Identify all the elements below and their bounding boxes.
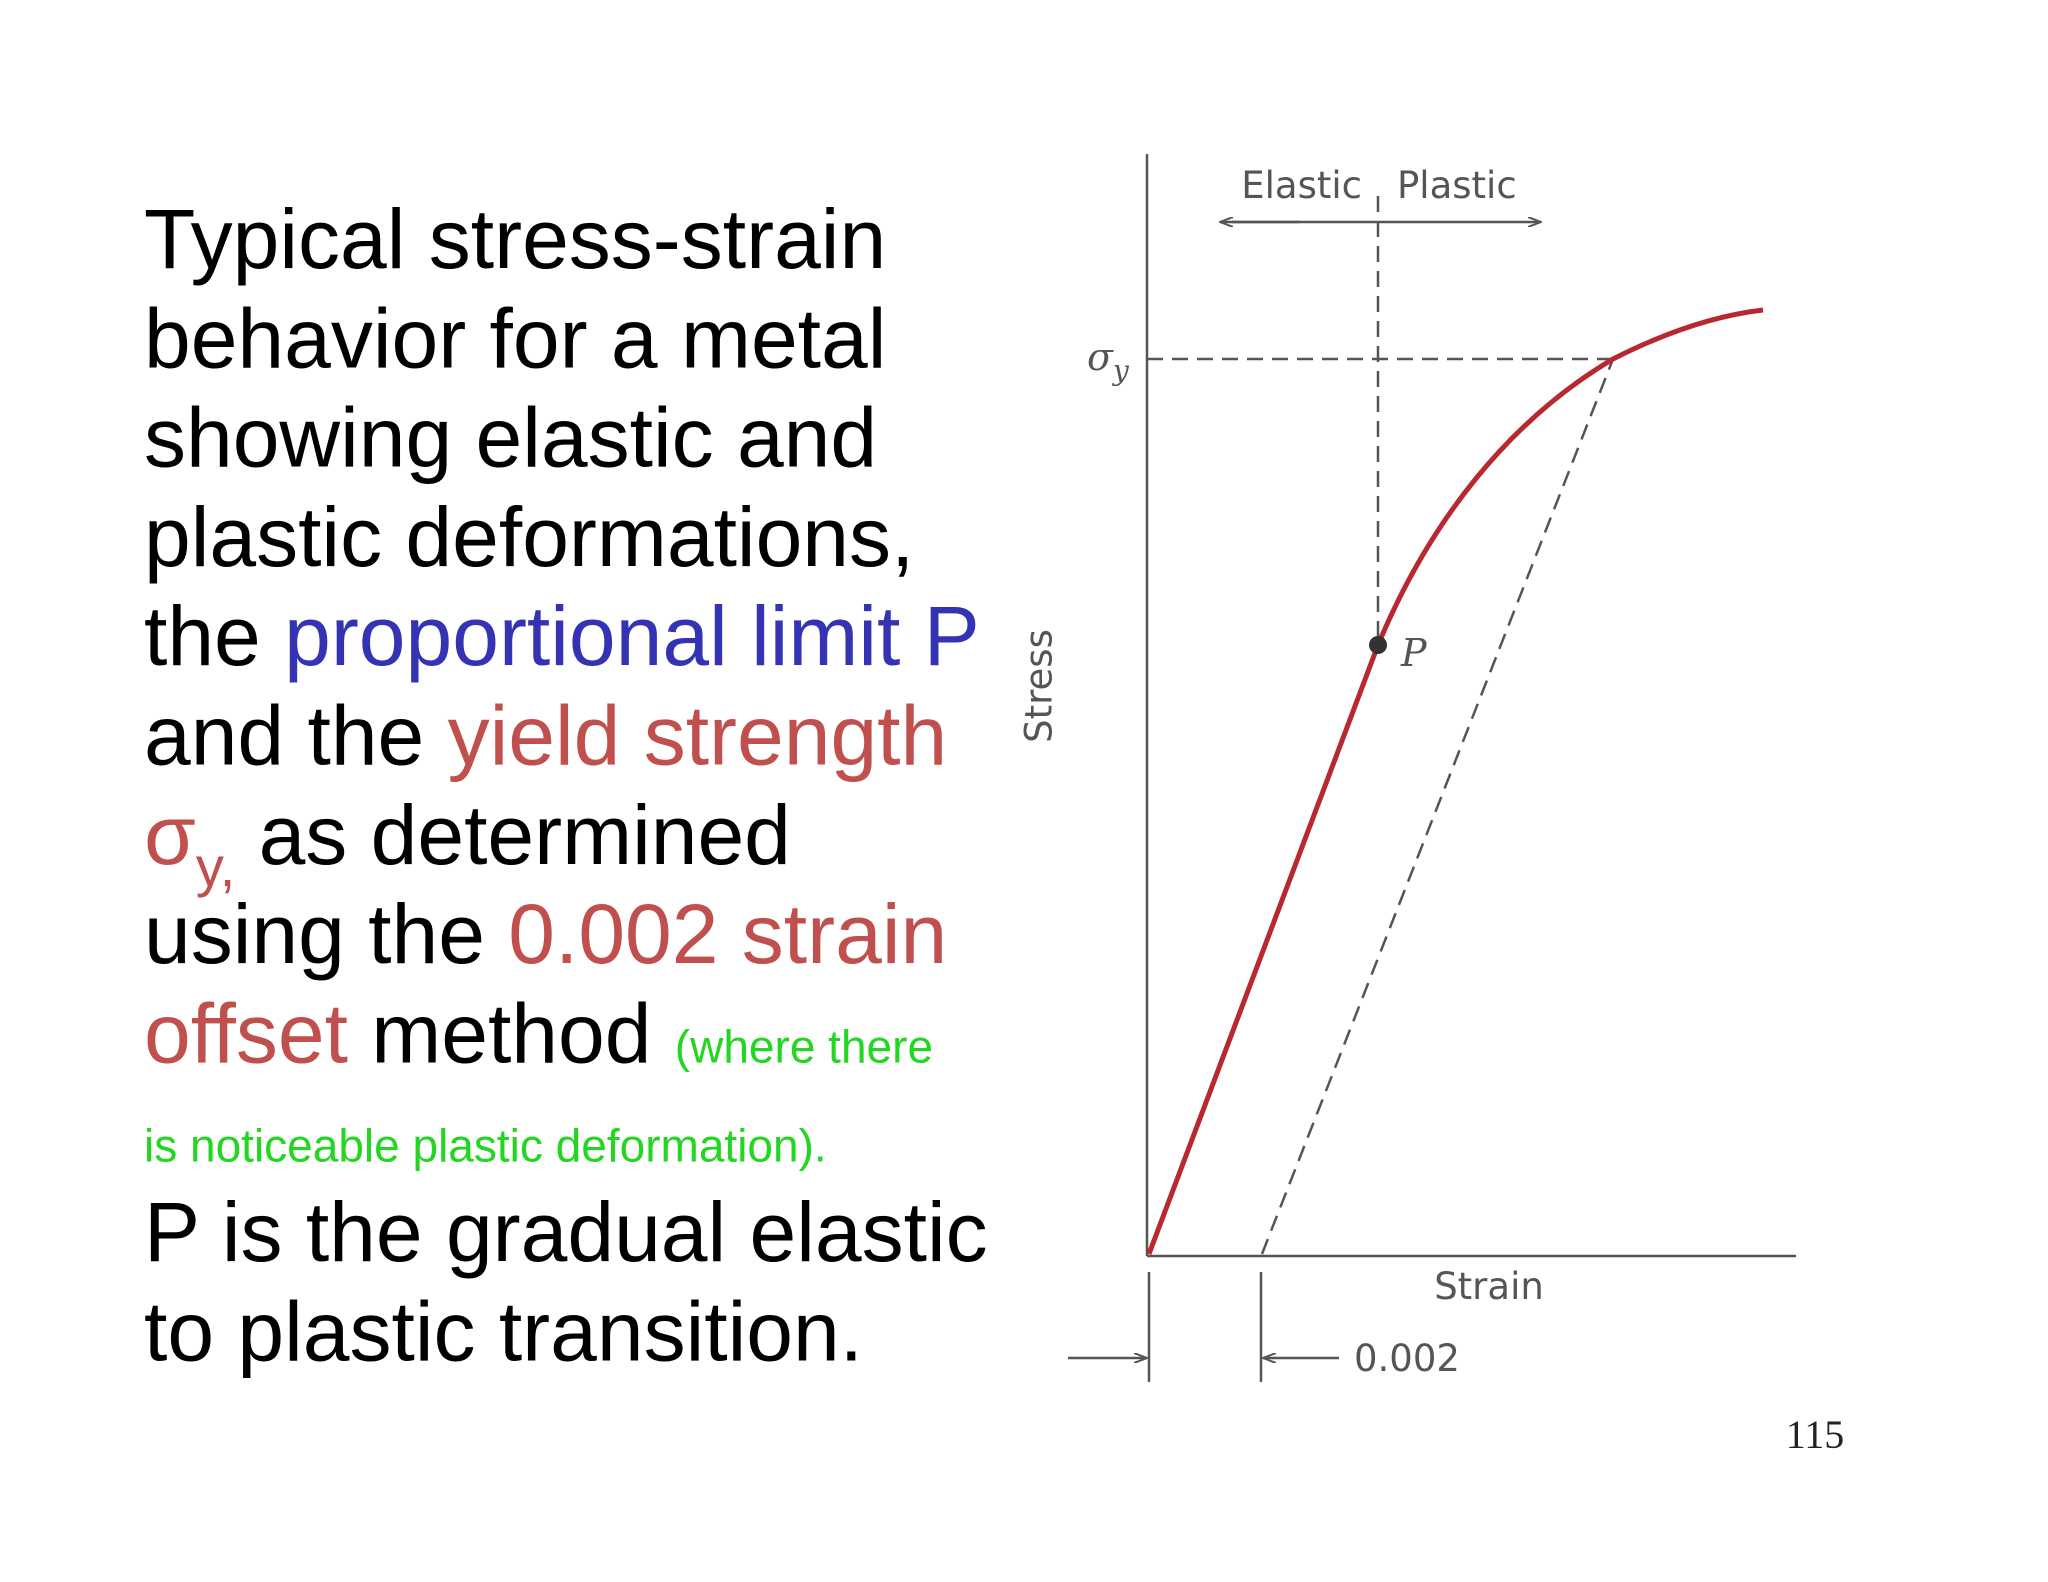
text-run: y, (196, 835, 235, 898)
text-line: using the 0.002 strain (144, 887, 947, 981)
offset-label: 0.002 (1354, 1337, 1460, 1380)
text-line: σy, as determined (144, 788, 791, 898)
text-line: the proportional limit P (144, 589, 980, 683)
text-line: behavior for a metal (144, 291, 886, 385)
proportional-point (1369, 636, 1387, 654)
text-run: P is the gradual elastic (144, 1185, 988, 1279)
text-run: proportional limit P (284, 589, 980, 683)
text-line: plastic deformations, (144, 490, 914, 584)
text-run: σ (144, 788, 196, 882)
text-line: offset method (where there (144, 986, 933, 1080)
text-run: to plastic transition. (144, 1284, 863, 1378)
page-number: 115 (1786, 1412, 1845, 1457)
text-line: P is the gradual elastic (144, 1185, 988, 1279)
text-run: method (348, 986, 675, 1080)
text-run: 0.002 strain (508, 887, 947, 981)
text-run: Typical stress-strain (144, 192, 886, 286)
diagram: Elastic Plastic σy P Stress Strain 0.002 (1018, 154, 1796, 1382)
text-run: (where there (675, 1020, 933, 1072)
text-run: yield strength (448, 689, 948, 783)
offset-line (1260, 358, 1615, 1255)
text-run: as determined (235, 788, 791, 882)
text-line: showing elastic and (144, 391, 877, 485)
text-run: the (144, 589, 284, 683)
text-run: offset (144, 986, 348, 1080)
text-line: and the yield strength (144, 689, 947, 783)
point-label: P (1400, 631, 1428, 675)
text-run: showing elastic and (144, 391, 877, 485)
x-axis-label: Strain (1434, 1265, 1544, 1308)
text-line: to plastic transition. (144, 1284, 863, 1378)
yield-symbol: σy (1087, 335, 1130, 387)
elastic-label: Elastic (1241, 164, 1362, 207)
text-line: is noticeable plastic deformation). (144, 1120, 827, 1172)
plastic-label: Plastic (1397, 164, 1517, 207)
text-run: and the (144, 689, 448, 783)
stress-strain-curve (1146, 307, 1764, 1255)
y-axis-label: Stress (1018, 629, 1061, 743)
text-line: Typical stress-strain (144, 192, 886, 286)
text-run: behavior for a metal (144, 291, 886, 385)
sigma: σ (1087, 335, 1114, 379)
text-run: plastic deformations, (144, 490, 914, 584)
subscript: y (1111, 354, 1130, 387)
text-run: using the (144, 887, 508, 981)
text-run: is noticeable plastic deformation). (144, 1120, 827, 1172)
